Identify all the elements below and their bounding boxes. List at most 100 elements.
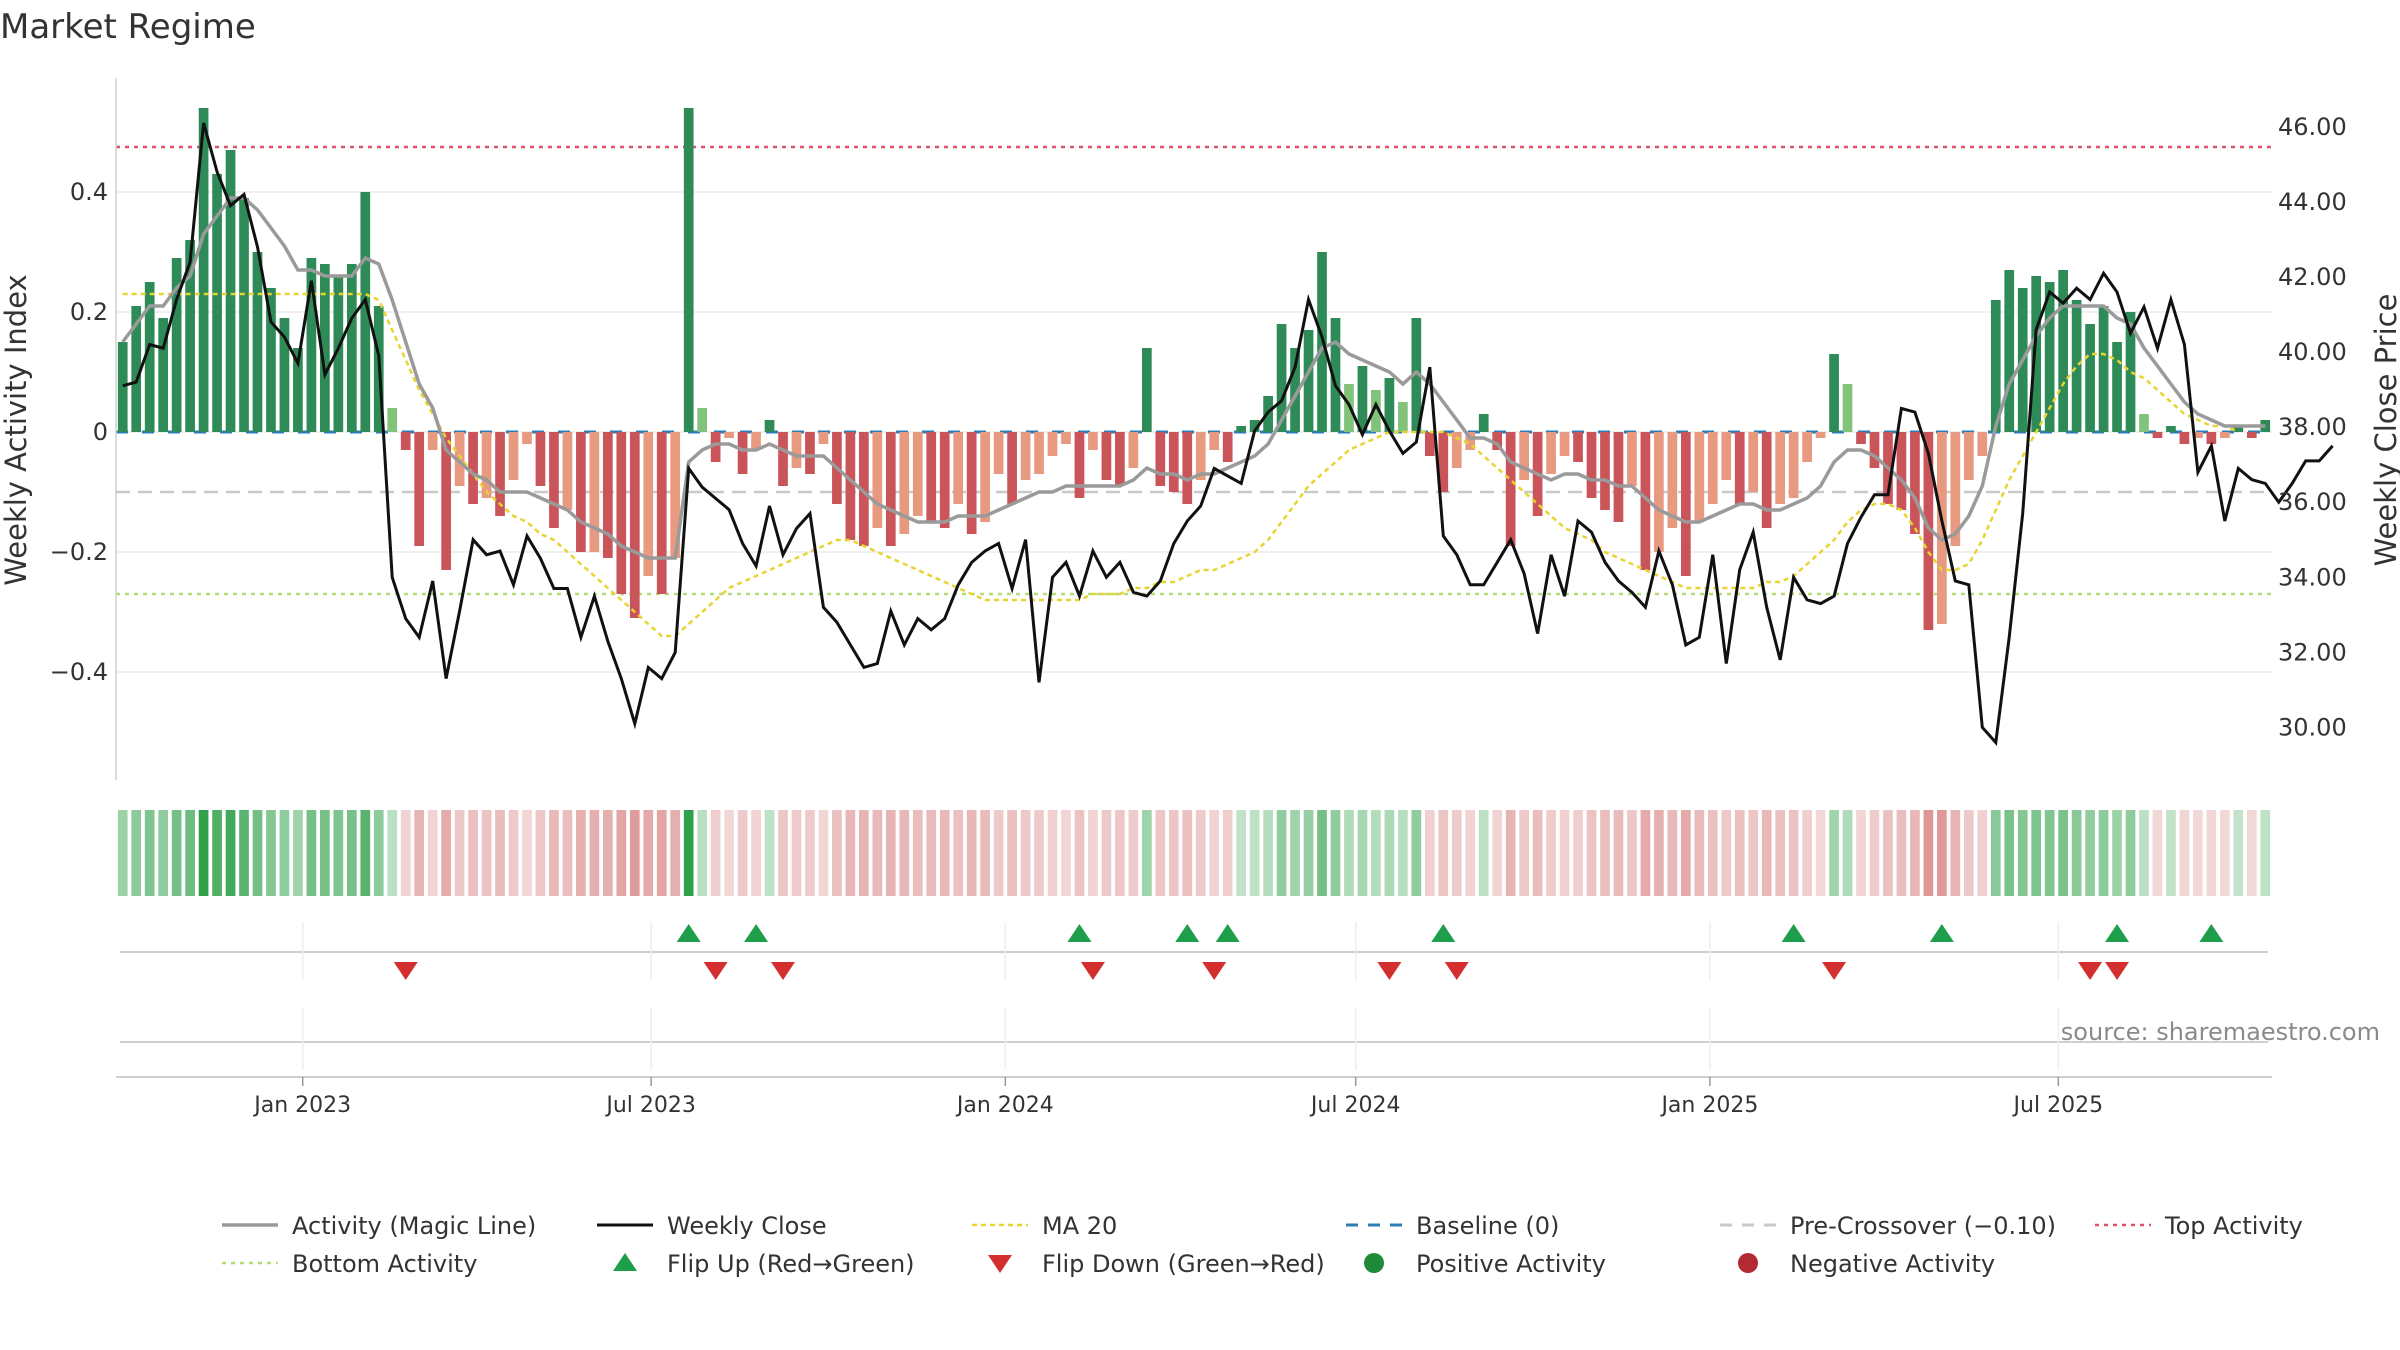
activity-bar — [131, 306, 142, 432]
activity-bar — [1977, 432, 1988, 456]
activity-bar — [279, 318, 290, 432]
regime-strip-cell — [670, 810, 681, 896]
activity-bar — [2044, 282, 2055, 432]
y-tick-right: 44.00 — [2278, 188, 2347, 216]
activity-bar — [1209, 432, 1220, 450]
activity-bar — [1451, 432, 1462, 468]
regime-strip-cell — [144, 810, 155, 896]
x-tick-label: Jan 2023 — [252, 1093, 351, 1118]
regime-strip-cell — [1573, 810, 1583, 896]
regime-strip-cell — [522, 810, 532, 896]
y-tick-right: 32.00 — [2278, 638, 2347, 666]
activity-bar — [1600, 432, 1610, 510]
activity-bar — [939, 432, 950, 528]
regime-strip-cell — [2125, 810, 2136, 896]
activity-bar — [1101, 432, 1112, 480]
activity-bar — [293, 348, 303, 432]
regime-strip-cell — [1101, 810, 1112, 896]
regime-strip-cell — [1694, 810, 1705, 896]
x-tick-label: Jan 2024 — [955, 1093, 1054, 1118]
activity-bar — [845, 432, 856, 540]
legend-item: Flip Up (Red→Green) — [613, 1250, 915, 1278]
circle-green-icon — [1364, 1253, 1384, 1273]
activity-bar — [1047, 432, 1058, 456]
regime-strip-cell — [1775, 810, 1786, 896]
regime-strip — [117, 810, 2271, 896]
regime-strip-cell — [2152, 810, 2163, 896]
activity-bar — [427, 432, 438, 450]
flip-down-marker — [393, 962, 418, 980]
activity-bar — [1802, 432, 1812, 462]
legend-label: Positive Activity — [1416, 1250, 1606, 1278]
activity-bar — [1950, 432, 1961, 546]
activity-bar — [2004, 270, 2015, 432]
regime-strip-cell — [2139, 810, 2149, 896]
regime-strip-cell — [1384, 810, 1395, 896]
activity-bar — [1061, 432, 1071, 444]
regime-strip-cell — [643, 810, 654, 896]
regime-strip-cell — [845, 810, 856, 896]
regime-strip-cell — [872, 810, 883, 896]
regime-strip-cell — [2004, 810, 2015, 896]
activity-bar — [1586, 432, 1597, 498]
regime-strip-cell — [373, 810, 384, 896]
regime-strip-cell — [1802, 810, 1812, 896]
legend: Activity (Magic Line) Weekly Close MA 20 Ba… — [222, 1212, 2303, 1278]
regime-strip-cell — [1398, 810, 1408, 896]
activity-bar — [724, 432, 734, 438]
activity-bar — [1236, 426, 1247, 432]
regime-strip-cell — [293, 810, 303, 896]
activity-bar — [1559, 432, 1570, 456]
legend-item: Bottom Activity — [222, 1250, 477, 1278]
regime-strip-cell — [980, 810, 990, 896]
y-tick-left: −0.4 — [50, 658, 108, 686]
activity-bar — [602, 432, 613, 558]
source-attribution: source: sharemaestro.com — [2061, 1018, 2380, 1046]
regime-strip-cell — [549, 810, 559, 896]
regime-strip-cell — [2044, 810, 2055, 896]
regime-strip-cell — [1519, 810, 1529, 896]
activity-bar — [872, 432, 883, 528]
flip-up-marker — [1929, 924, 1954, 942]
regime-strip-cell — [1411, 810, 1422, 896]
activity-bar — [737, 432, 748, 474]
legend-item: Top Activity — [2095, 1212, 2303, 1240]
regime-strip-cell — [791, 810, 802, 896]
regime-strip-cell — [131, 810, 142, 896]
regime-strip-cell — [1586, 810, 1597, 896]
regime-strip-cell — [320, 810, 330, 896]
flip-up-marker — [676, 924, 701, 942]
regime-strip-cell — [1640, 810, 1651, 896]
regime-strip-cell — [562, 810, 573, 896]
regime-strip-cell — [225, 810, 236, 896]
flip-up-marker — [1781, 924, 1806, 942]
regime-strip-cell — [1559, 810, 1570, 896]
x-axis: Jan 2023 Jul 2023 Jan 2024 Jul 2024 Jan 2025… — [116, 1076, 2272, 1118]
regime-strip-cell — [414, 810, 425, 896]
activity-bar — [1734, 432, 1745, 504]
activity-bar — [859, 432, 869, 546]
regime-strip-cell — [1371, 810, 1381, 896]
activity-bar — [1654, 432, 1664, 552]
regime-strip-cell — [724, 810, 734, 896]
activity-bar — [778, 432, 788, 486]
flip-up-marker — [1431, 924, 1456, 942]
activity-bar — [2125, 312, 2136, 432]
regime-strip-cell — [1249, 810, 1260, 896]
flip-down-marker — [2078, 962, 2103, 980]
triangle-up-icon — [613, 1253, 637, 1271]
regime-strip-cell — [1627, 810, 1637, 896]
activity-bar — [1088, 432, 1098, 450]
regime-strip-cell — [1923, 810, 1934, 896]
x-tick-label: Jan 2025 — [1659, 1093, 1758, 1118]
regime-strip-cell — [1115, 810, 1125, 896]
regime-strip-cell — [427, 810, 438, 896]
regime-strip-cell — [2166, 810, 2176, 896]
legend-item: MA 20 — [972, 1212, 1117, 1240]
regime-strip-cell — [885, 810, 896, 896]
activity-bar — [1775, 432, 1786, 504]
activity-bar — [1182, 432, 1193, 504]
activity-bar — [1546, 432, 1556, 474]
regime-strip-cell — [508, 810, 519, 896]
series-lines — [121, 122, 2334, 746]
